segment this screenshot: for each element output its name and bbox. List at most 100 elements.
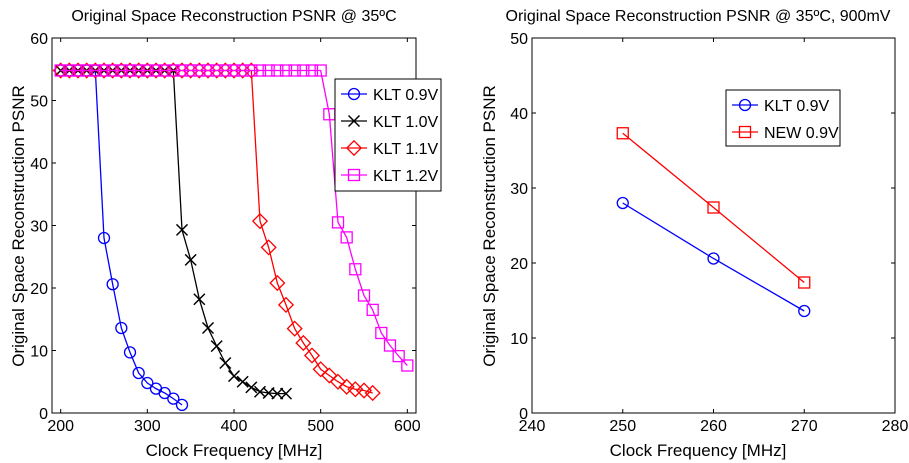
chart-left-xtick-label: 200 (47, 418, 74, 435)
data-point (175, 398, 189, 412)
data-point (193, 293, 206, 306)
chart-left-ytick-label: 40 (30, 156, 48, 173)
data-point (63, 64, 76, 77)
data-point (245, 381, 258, 394)
legend-label: KLT 1.2V (373, 168, 439, 185)
chart-right-legend: KLT 0.9V NEW 0.9V (725, 89, 841, 147)
series-klt-1-1v (52, 62, 381, 402)
chart-left-ytick-label: 20 (30, 281, 48, 298)
data-point (149, 64, 163, 77)
chart-right-xlabel: Clock Frequency [MHz] (610, 441, 787, 460)
data-point (303, 347, 321, 364)
data-point (236, 64, 249, 77)
data-point (71, 64, 85, 77)
data-point (89, 64, 102, 77)
legend-marker (345, 139, 363, 157)
chart-left-ylabel: Original Space Reconstruction PSNR (9, 85, 28, 367)
chart-right-ticks: 240 250 260 270 280 0 10 20 30 40 50 (510, 31, 908, 435)
data-point (210, 64, 223, 77)
chart-right: Original Space Reconstruction PSNR @ 35º… (480, 8, 908, 460)
legend-marker (347, 114, 361, 128)
data-point (288, 64, 301, 77)
chart-left-ytick-label: 30 (30, 219, 48, 236)
data-point (277, 296, 295, 313)
data-point (80, 64, 93, 77)
data-point (355, 382, 373, 399)
chart-right-plot-area (532, 38, 895, 413)
data-point (97, 64, 111, 77)
data-point (106, 64, 119, 77)
chart-left-ytick-label: 10 (30, 344, 48, 361)
chart-right-ytick-label: 50 (510, 31, 528, 48)
chart-right-legend-items: KLT 0.9V NEW 0.9V (732, 98, 839, 142)
data-point (366, 303, 379, 317)
data-point (141, 376, 154, 390)
data-point (349, 263, 362, 276)
chart-right-axes-box (531, 37, 896, 414)
data-point (251, 213, 269, 230)
data-point (167, 392, 180, 405)
data-point (321, 367, 338, 384)
chart-right-xtick-label: 280 (882, 418, 909, 435)
chart-right-ytick-label: 40 (510, 106, 528, 123)
chart-left-legend-box (334, 78, 442, 192)
data-point (297, 64, 310, 77)
data-point (331, 216, 345, 229)
chart-left-axes-box (51, 37, 417, 414)
data-point (132, 366, 145, 380)
data-point (364, 384, 381, 402)
chart-left-title: Original Space Reconstruction PSNR @ 35º… (71, 8, 396, 25)
chart-left-series (52, 62, 414, 412)
data-point (184, 253, 197, 266)
legend-label: KLT 1.0V (373, 114, 439, 131)
data-point (227, 64, 241, 77)
chart-left: Original Space Reconstruction PSNR @ 35º… (9, 8, 442, 460)
legend-label: NEW 0.9V (764, 125, 839, 142)
data-point (295, 334, 312, 352)
chart-left-ytick-label: 0 (39, 406, 48, 423)
data-point (305, 64, 319, 77)
chart-right-ytick-label: 30 (510, 181, 528, 198)
data-point (115, 64, 128, 77)
chart-left-xtick-label: 300 (134, 418, 161, 435)
data-point (375, 326, 388, 340)
data-point (167, 64, 180, 77)
data-point (329, 373, 347, 390)
data-point (210, 340, 223, 353)
chart-left-ytick-label: 50 (30, 94, 48, 111)
legend-marker (347, 87, 361, 101)
chart-left-xtick-label: 400 (221, 418, 248, 435)
data-point (123, 64, 137, 77)
data-point (314, 64, 327, 77)
chart-left-ticks: 200 300 400 500 600 0 10 20 30 40 50 60 (30, 31, 421, 435)
data-point (54, 64, 67, 77)
data-point (269, 274, 286, 292)
chart-left-xlabel: Clock Frequency [MHz] (146, 441, 323, 460)
legend-marker (738, 125, 752, 139)
data-point (115, 321, 128, 335)
legend-marker (347, 168, 361, 182)
data-point (271, 64, 284, 77)
data-point (97, 231, 111, 245)
chart-right-ytick-label: 10 (510, 331, 528, 348)
series-line (622, 202, 805, 312)
data-point (184, 64, 197, 77)
data-point (338, 378, 355, 395)
chart-right-xtick-label: 260 (700, 418, 727, 435)
data-point (123, 346, 137, 359)
data-point (616, 127, 629, 140)
chart-left-legend: KLT 0.9V KLT 1.0V KLT 1.1V KLT 1.2V (334, 78, 442, 192)
data-point (236, 375, 249, 388)
data-point (707, 201, 720, 214)
data-point (279, 387, 293, 400)
legend-marker (738, 98, 752, 112)
series-line (622, 132, 805, 284)
data-point (383, 339, 397, 352)
chart-right-ytick-label: 0 (519, 406, 528, 423)
data-point (132, 64, 145, 77)
chart-left-legend-items: KLT 0.9V KLT 1.0V KLT 1.1V KLT 1.2V (341, 87, 439, 185)
chart-left-ytick-label: 60 (30, 31, 48, 48)
data-point (158, 386, 171, 400)
data-point (401, 359, 414, 372)
data-point (201, 64, 215, 77)
